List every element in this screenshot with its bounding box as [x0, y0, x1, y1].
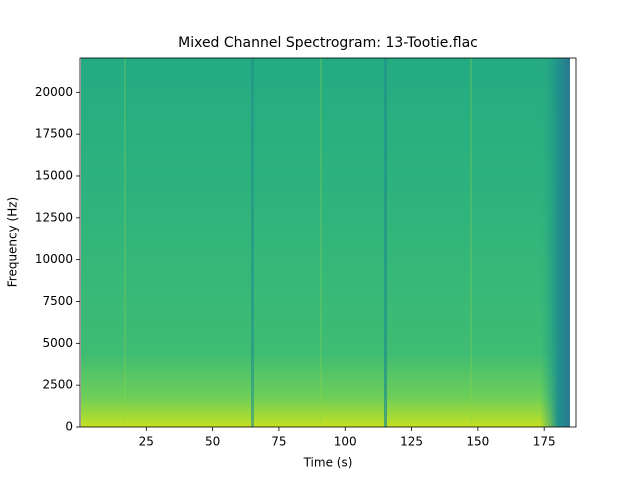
x-tick-label: 125	[400, 435, 423, 449]
plot-frame	[79, 57, 577, 428]
y-tick-label: 10000	[35, 252, 73, 266]
y-tick-label: 17500	[35, 127, 73, 141]
x-tick-label: 150	[466, 435, 489, 449]
x-tick-label: 50	[205, 435, 220, 449]
y-tick-label: 12500	[35, 210, 73, 224]
y-tick-label: 20000	[35, 85, 73, 99]
y-tick-label: 0	[65, 420, 73, 434]
x-tick-label: 175	[533, 435, 556, 449]
x-tick-label: 100	[334, 435, 357, 449]
x-tick-label: 75	[271, 435, 286, 449]
chart-title: Mixed Channel Spectrogram: 13-Tootie.fla…	[178, 35, 478, 51]
x-tick-label: 25	[139, 435, 154, 449]
y-tick-label: 5000	[42, 336, 73, 350]
x-axis-label: Time (s)	[303, 456, 353, 470]
y-axis-label: Frequency (Hz)	[6, 197, 20, 288]
y-tick-label: 2500	[42, 378, 73, 392]
spectrogram-image	[81, 58, 570, 427]
y-tick-label: 15000	[35, 168, 73, 182]
y-tick-label: 7500	[42, 294, 73, 308]
